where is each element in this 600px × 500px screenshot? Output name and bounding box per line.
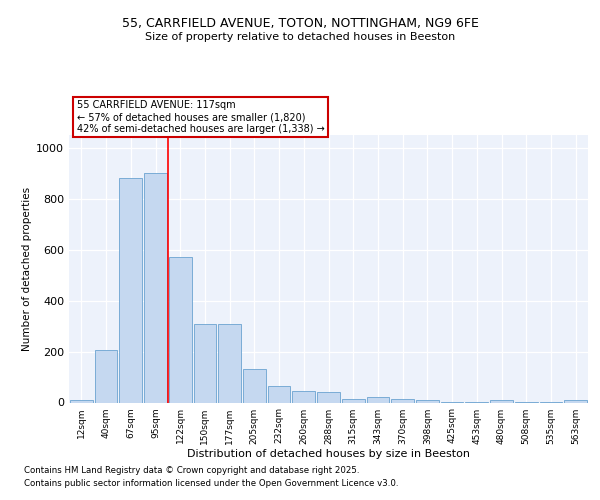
Bar [416,400,439,402]
Bar [317,392,340,402]
Bar [292,391,315,402]
Bar [490,400,513,402]
X-axis label: Distribution of detached houses by size in Beeston: Distribution of detached houses by size … [187,450,470,460]
Y-axis label: Number of detached properties: Number of detached properties [22,186,32,351]
Bar [119,178,142,402]
Text: Contains HM Land Registry data © Crown copyright and database right 2025.: Contains HM Land Registry data © Crown c… [24,466,359,475]
Text: 55 CARRFIELD AVENUE: 117sqm
← 57% of detached houses are smaller (1,820)
42% of : 55 CARRFIELD AVENUE: 117sqm ← 57% of det… [77,100,325,134]
Text: Contains public sector information licensed under the Open Government Licence v3: Contains public sector information licen… [24,479,398,488]
Bar [144,173,167,402]
Bar [564,400,587,402]
Bar [169,258,191,402]
Bar [243,370,266,402]
Bar [194,324,216,402]
Bar [70,400,93,402]
Bar [268,386,290,402]
Text: 55, CARRFIELD AVENUE, TOTON, NOTTINGHAM, NG9 6FE: 55, CARRFIELD AVENUE, TOTON, NOTTINGHAM,… [122,18,478,30]
Bar [218,324,241,402]
Bar [95,350,118,403]
Bar [342,400,365,402]
Bar [391,400,414,402]
Text: Size of property relative to detached houses in Beeston: Size of property relative to detached ho… [145,32,455,42]
Bar [367,398,389,402]
